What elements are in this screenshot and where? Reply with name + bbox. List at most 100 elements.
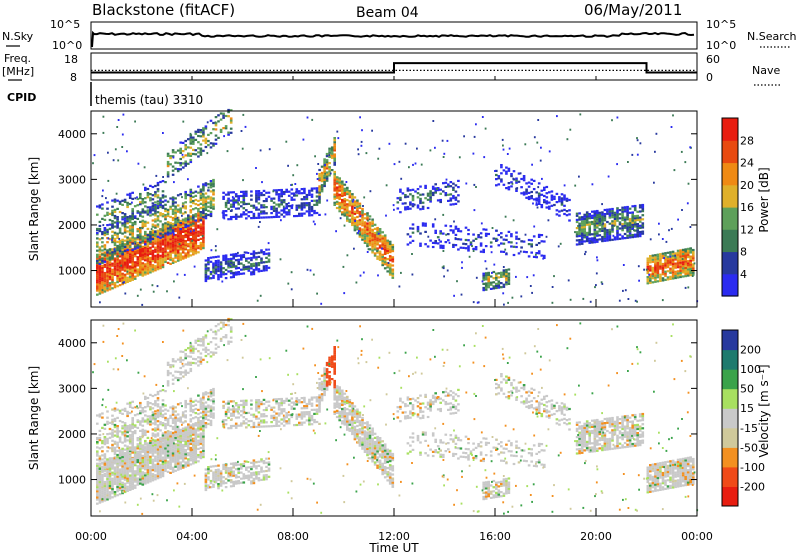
power-cell	[618, 233, 622, 236]
power-cell	[187, 220, 190, 223]
power-cell	[234, 273, 238, 276]
velocity-cell	[111, 445, 114, 449]
velocity-cell	[189, 451, 193, 454]
power-cell	[267, 216, 271, 219]
power-cell	[328, 147, 331, 150]
power-cell	[164, 244, 167, 247]
power-cell	[252, 252, 256, 255]
power-cell	[272, 201, 276, 204]
velocity-cell	[184, 463, 187, 466]
velocity-cell	[174, 465, 177, 468]
velocity-cell	[113, 470, 117, 473]
power-cell	[229, 199, 233, 202]
power-cell	[202, 185, 205, 188]
power-cell	[116, 224, 119, 227]
power-cell	[136, 196, 138, 199]
power-cell	[240, 215, 243, 218]
power-cell	[318, 193, 321, 196]
power-cell	[442, 232, 445, 235]
power-cell	[227, 218, 230, 221]
power-cell	[431, 191, 435, 194]
power-cell	[116, 222, 119, 225]
power-cell	[189, 237, 193, 241]
power-cell	[540, 193, 544, 196]
power-cell	[601, 235, 604, 239]
velocity-cell	[192, 447, 195, 451]
power-cell	[193, 265, 196, 268]
power-cell	[103, 276, 107, 279]
power-cell	[141, 249, 145, 253]
power-cell	[424, 222, 427, 225]
power-cell	[483, 156, 486, 159]
freq-unit-label: [MHz]	[2, 65, 34, 78]
frequency-series-line	[91, 62, 697, 74]
power-cell	[543, 201, 546, 204]
power-cell	[204, 198, 208, 201]
power-cell	[161, 225, 165, 228]
power-cell	[126, 268, 129, 271]
power-cell	[686, 202, 689, 205]
velocity-cell	[113, 430, 117, 433]
power-cell	[399, 196, 402, 199]
power-cell	[111, 205, 114, 208]
velocity-cell	[161, 472, 165, 476]
velocity-cell	[136, 483, 140, 486]
velocity-cell	[98, 489, 102, 492]
power-cell	[356, 226, 359, 229]
power-cell	[169, 197, 172, 200]
power-cell	[171, 222, 175, 225]
power-cell	[515, 245, 518, 249]
velocity-cell	[128, 446, 132, 449]
freq-label: Freq.	[4, 52, 31, 65]
power-cell	[252, 250, 256, 253]
velocity-cell	[108, 436, 112, 439]
velocity-cell	[139, 447, 142, 450]
power-cell	[434, 218, 437, 221]
power-cell	[596, 232, 599, 235]
power-cell	[383, 238, 387, 241]
power-cell	[265, 199, 268, 203]
power-cell	[439, 192, 442, 195]
velocity-cell	[181, 429, 185, 432]
power-cell	[447, 233, 450, 236]
velocity-cell	[121, 465, 124, 468]
power-cell	[583, 215, 586, 218]
power-cell	[136, 258, 140, 261]
velocity-cell	[116, 465, 119, 468]
power-cell	[162, 132, 164, 134]
power-cell	[646, 280, 650, 283]
power-cell	[492, 237, 496, 240]
power-cell	[222, 214, 225, 217]
power-cell	[151, 237, 155, 241]
velocity-cell	[161, 434, 165, 437]
velocity-cell	[126, 469, 129, 472]
power-cell	[240, 258, 243, 261]
power-cell	[184, 242, 187, 245]
power-cell	[404, 208, 407, 211]
velocity-cell	[156, 416, 160, 419]
power-cell	[252, 204, 256, 207]
power-cell	[290, 198, 294, 201]
power-cell	[449, 199, 453, 202]
power-cell	[664, 272, 667, 275]
velocity-cell	[116, 445, 119, 448]
power-cell	[656, 259, 660, 262]
velocity-cell	[174, 416, 177, 419]
velocity-cell	[139, 478, 142, 481]
power-cell	[176, 253, 180, 256]
velocity-cell	[121, 441, 124, 444]
power-cell	[492, 287, 496, 290]
power-cell	[265, 260, 268, 264]
power-cell	[357, 153, 360, 156]
power-cell	[484, 245, 488, 248]
power-cell	[636, 225, 639, 228]
velocity-cell	[161, 466, 165, 469]
power-cell	[101, 285, 104, 288]
velocity-cell	[151, 448, 155, 451]
power-cell	[411, 239, 415, 242]
power-cell	[209, 277, 213, 280]
velocity-cell	[103, 485, 107, 488]
power-cell	[136, 262, 140, 265]
velocity-cell	[169, 443, 172, 446]
power-cell	[689, 261, 692, 264]
